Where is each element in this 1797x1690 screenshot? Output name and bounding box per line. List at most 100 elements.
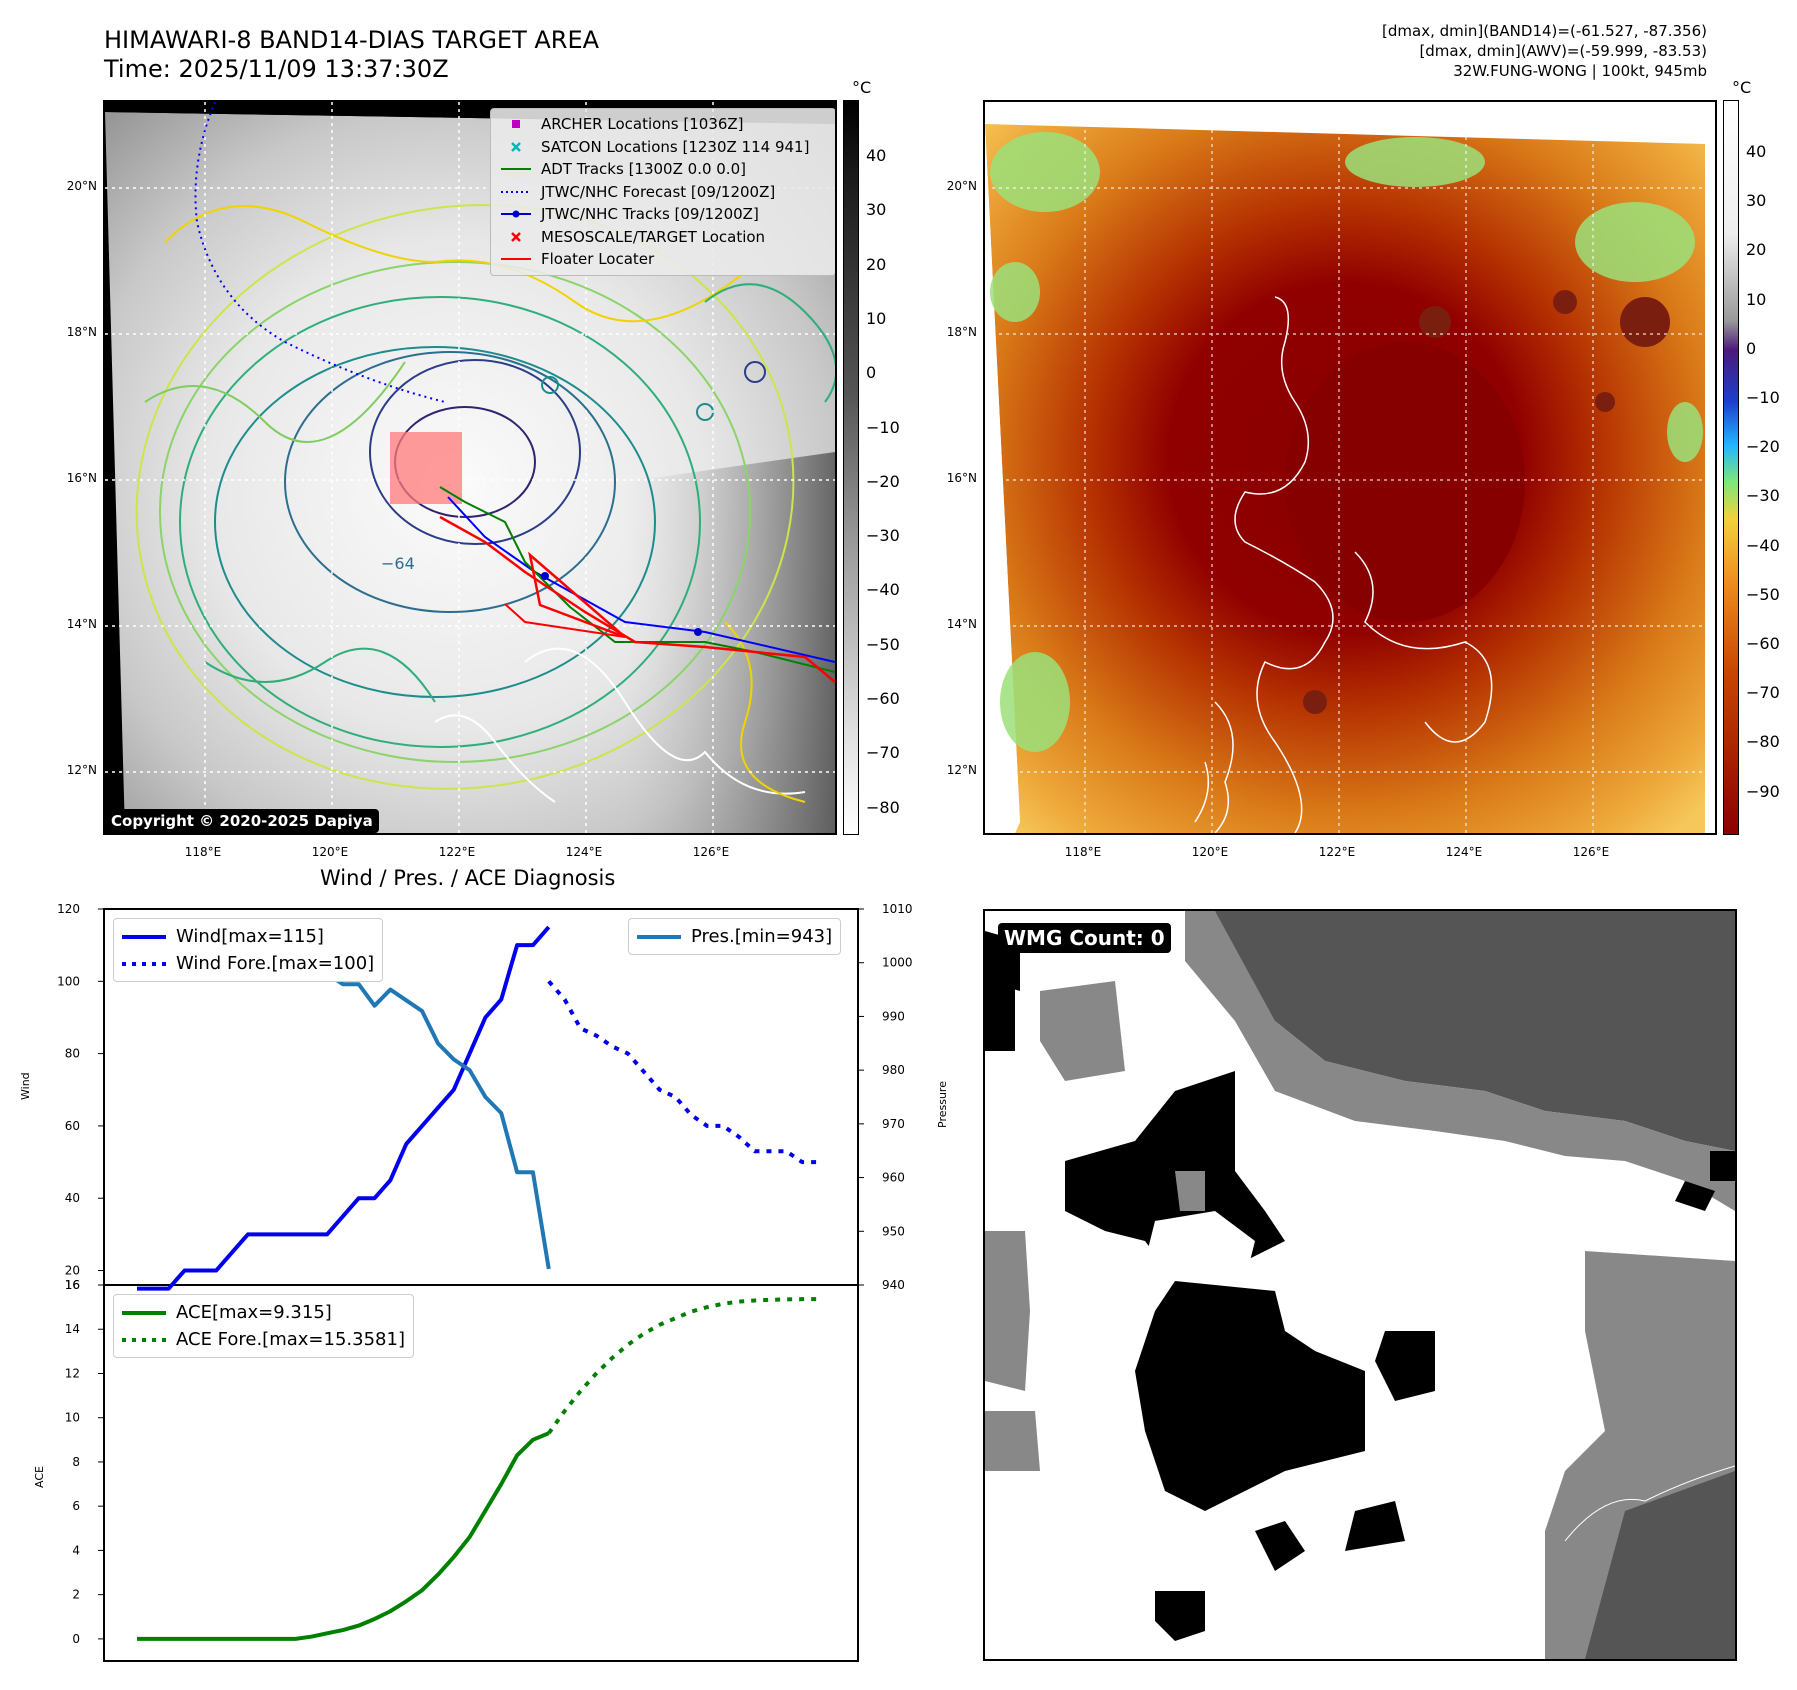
legend-item: ARCHER Locations [1036Z]	[499, 113, 827, 136]
y-tick-label: 0	[72, 1632, 80, 1646]
ir-color-map-image	[985, 102, 1715, 833]
copyright-badge: Copyright © 2020-2025 Dapiya	[105, 809, 379, 833]
awv-stats: [dmax, dmin](AWV)=(-59.999, -83.53)	[1419, 42, 1707, 60]
pressure-legend: Pres.[min=943]	[628, 918, 842, 955]
y-tick-label: 8	[72, 1455, 80, 1469]
line-icon	[499, 253, 533, 265]
y2-tick-label: 940	[882, 1278, 905, 1292]
y-tick-label: 14	[65, 1322, 80, 1336]
ace-legend-item: ACE[max=9.315]	[122, 1299, 405, 1326]
legend-item: ADT Tracks [1300Z 0.0 0.0]	[499, 158, 827, 181]
lat-tick-label: 16°N	[66, 471, 97, 485]
wind-fore-legend-item: Wind Fore.[max=100]	[122, 950, 374, 977]
y-tick-label: 2	[72, 1588, 80, 1602]
color-colorbar	[1723, 100, 1739, 835]
dotted-line-icon	[122, 961, 166, 967]
colorbar-tick-label: −80	[1746, 732, 1780, 752]
pressure-legend-label: Pres.[min=943]	[691, 926, 833, 947]
legend-label: ARCHER Locations [1036Z]	[541, 115, 744, 134]
dotted-line-icon	[499, 186, 533, 198]
colorbar-tick-label: 0	[866, 363, 877, 383]
y2-tick-label: 1010	[882, 902, 913, 916]
lon-tick-label: 126°E	[1572, 845, 1610, 859]
chart-title: HIMAWARI-8 BAND14-DIAS TARGET AREA	[104, 26, 600, 54]
pressure-legend-item: Pres.[min=943]	[637, 923, 832, 950]
wind-legend-label: Wind[max=115]	[176, 926, 324, 947]
ace-frame	[103, 1284, 859, 1662]
square-marker-icon	[499, 118, 533, 130]
dot-line-icon	[499, 208, 533, 220]
colorbar-tick-label: 10	[1746, 289, 1767, 309]
contour-label: −64	[381, 554, 415, 573]
x-marker-icon	[499, 231, 533, 243]
solid-line-icon	[122, 934, 166, 940]
wmg-panel: WMG Count: 0	[983, 909, 1737, 1661]
colorbar-tick-label: −30	[1746, 486, 1780, 506]
colorbar-tick-label: 20	[1746, 240, 1767, 260]
chart-time: Time: 2025/11/09 13:37:30Z	[104, 55, 449, 83]
legend-label: JTWC/NHC Tracks [09/1200Z]	[541, 205, 759, 224]
colorbar-tick-label: −70	[866, 743, 900, 763]
solid-line-icon	[122, 1310, 166, 1316]
colorbar-tick-label: 40	[1746, 142, 1767, 161]
lat-tick-label: 16°N	[946, 471, 977, 485]
colorbar-tick-label: −90	[1746, 781, 1780, 801]
legend-label: ADT Tracks [1300Z 0.0 0.0]	[541, 160, 746, 179]
lon-tick-label: 118°E	[1064, 845, 1102, 859]
map-legend: ARCHER Locations [1036Z] SATCON Locations…	[490, 108, 835, 276]
colorbar-tick-label: −80	[866, 797, 900, 817]
storm-info: 32W.FUNG-WONG | 100kt, 945mb	[1453, 62, 1707, 80]
ace-axis-label: ACE	[33, 1466, 46, 1488]
y-tick-label: 16	[65, 1278, 80, 1292]
colorbar-tick-label: 30	[1746, 191, 1767, 211]
lat-tick-label: 14°N	[66, 617, 97, 631]
ace-legend: ACE[max=9.315] ACE Fore.[max=15.3581]	[113, 1294, 414, 1358]
y-tick-label: 40	[65, 1191, 80, 1205]
colorbar-tick-label: −70	[1746, 683, 1780, 703]
lat-tick-label: 14°N	[946, 617, 977, 631]
legend-item: Floater Locater	[499, 248, 827, 271]
legend-item: MESOSCALE/TARGET Location	[499, 226, 827, 249]
y2-tick-label: 990	[882, 1009, 905, 1023]
lat-tick-label: 20°N	[66, 179, 97, 193]
wind-axis-label: Wind	[19, 1072, 32, 1100]
ir-gray-map: −64 ARCHER Locations [1036Z] SATCON Locat…	[103, 100, 837, 835]
ir-gray-map-image: −64	[105, 102, 835, 833]
y-tick-label: 10	[65, 1411, 80, 1425]
colorbar-tick-label: −20	[866, 471, 900, 491]
x-marker-icon	[499, 141, 533, 153]
dotted-line-icon	[122, 1337, 166, 1343]
legend-label: Floater Locater	[541, 250, 655, 269]
lat-tick-label: 12°N	[66, 763, 97, 777]
series-line-ace-fore-	[547, 1297, 818, 1435]
y-tick-label: 80	[65, 1047, 80, 1061]
y-tick-label: 12	[65, 1366, 80, 1380]
colorbar-tick-label: −10	[1746, 388, 1780, 407]
y2-tick-label: 970	[882, 1117, 905, 1131]
legend-item: JTWC/NHC Forecast [09/1200Z]	[499, 181, 827, 204]
legend-item: JTWC/NHC Tracks [09/1200Z]	[499, 203, 827, 226]
lat-tick-label: 18°N	[66, 325, 97, 339]
lat-tick-label: 12°N	[946, 763, 977, 777]
wmg-count-badge: WMG Count: 0	[998, 923, 1171, 953]
lon-tick-label: 120°E	[1191, 845, 1229, 859]
solid-line-icon	[637, 934, 681, 940]
lon-tick-label: 124°E	[1445, 845, 1483, 859]
colorbar-tick-label: −20	[1746, 437, 1780, 457]
lon-tick-label: 126°E	[692, 845, 730, 859]
colorbar-tick-label: 40	[866, 146, 887, 165]
lon-tick-label: 118°E	[184, 845, 222, 859]
colorbar-unit: °C	[852, 78, 872, 97]
lon-tick-label: 124°E	[565, 845, 603, 859]
lat-tick-label: 18°N	[946, 325, 977, 339]
colorbar-tick-label: 30	[866, 200, 887, 220]
colorbar-tick-label: −10	[866, 417, 900, 437]
colorbar-tick-label: 10	[866, 308, 887, 328]
y2-tick-label: 1000	[882, 956, 913, 970]
lon-tick-label: 120°E	[311, 845, 349, 859]
legend-item: SATCON Locations [1230Z 114 941]	[499, 136, 827, 159]
y-tick-label: 120	[57, 902, 80, 916]
colorbar-unit-2: °C	[1732, 78, 1752, 97]
y-tick-label: 100	[57, 974, 80, 988]
colorbar-tick-label: −50	[866, 634, 900, 654]
